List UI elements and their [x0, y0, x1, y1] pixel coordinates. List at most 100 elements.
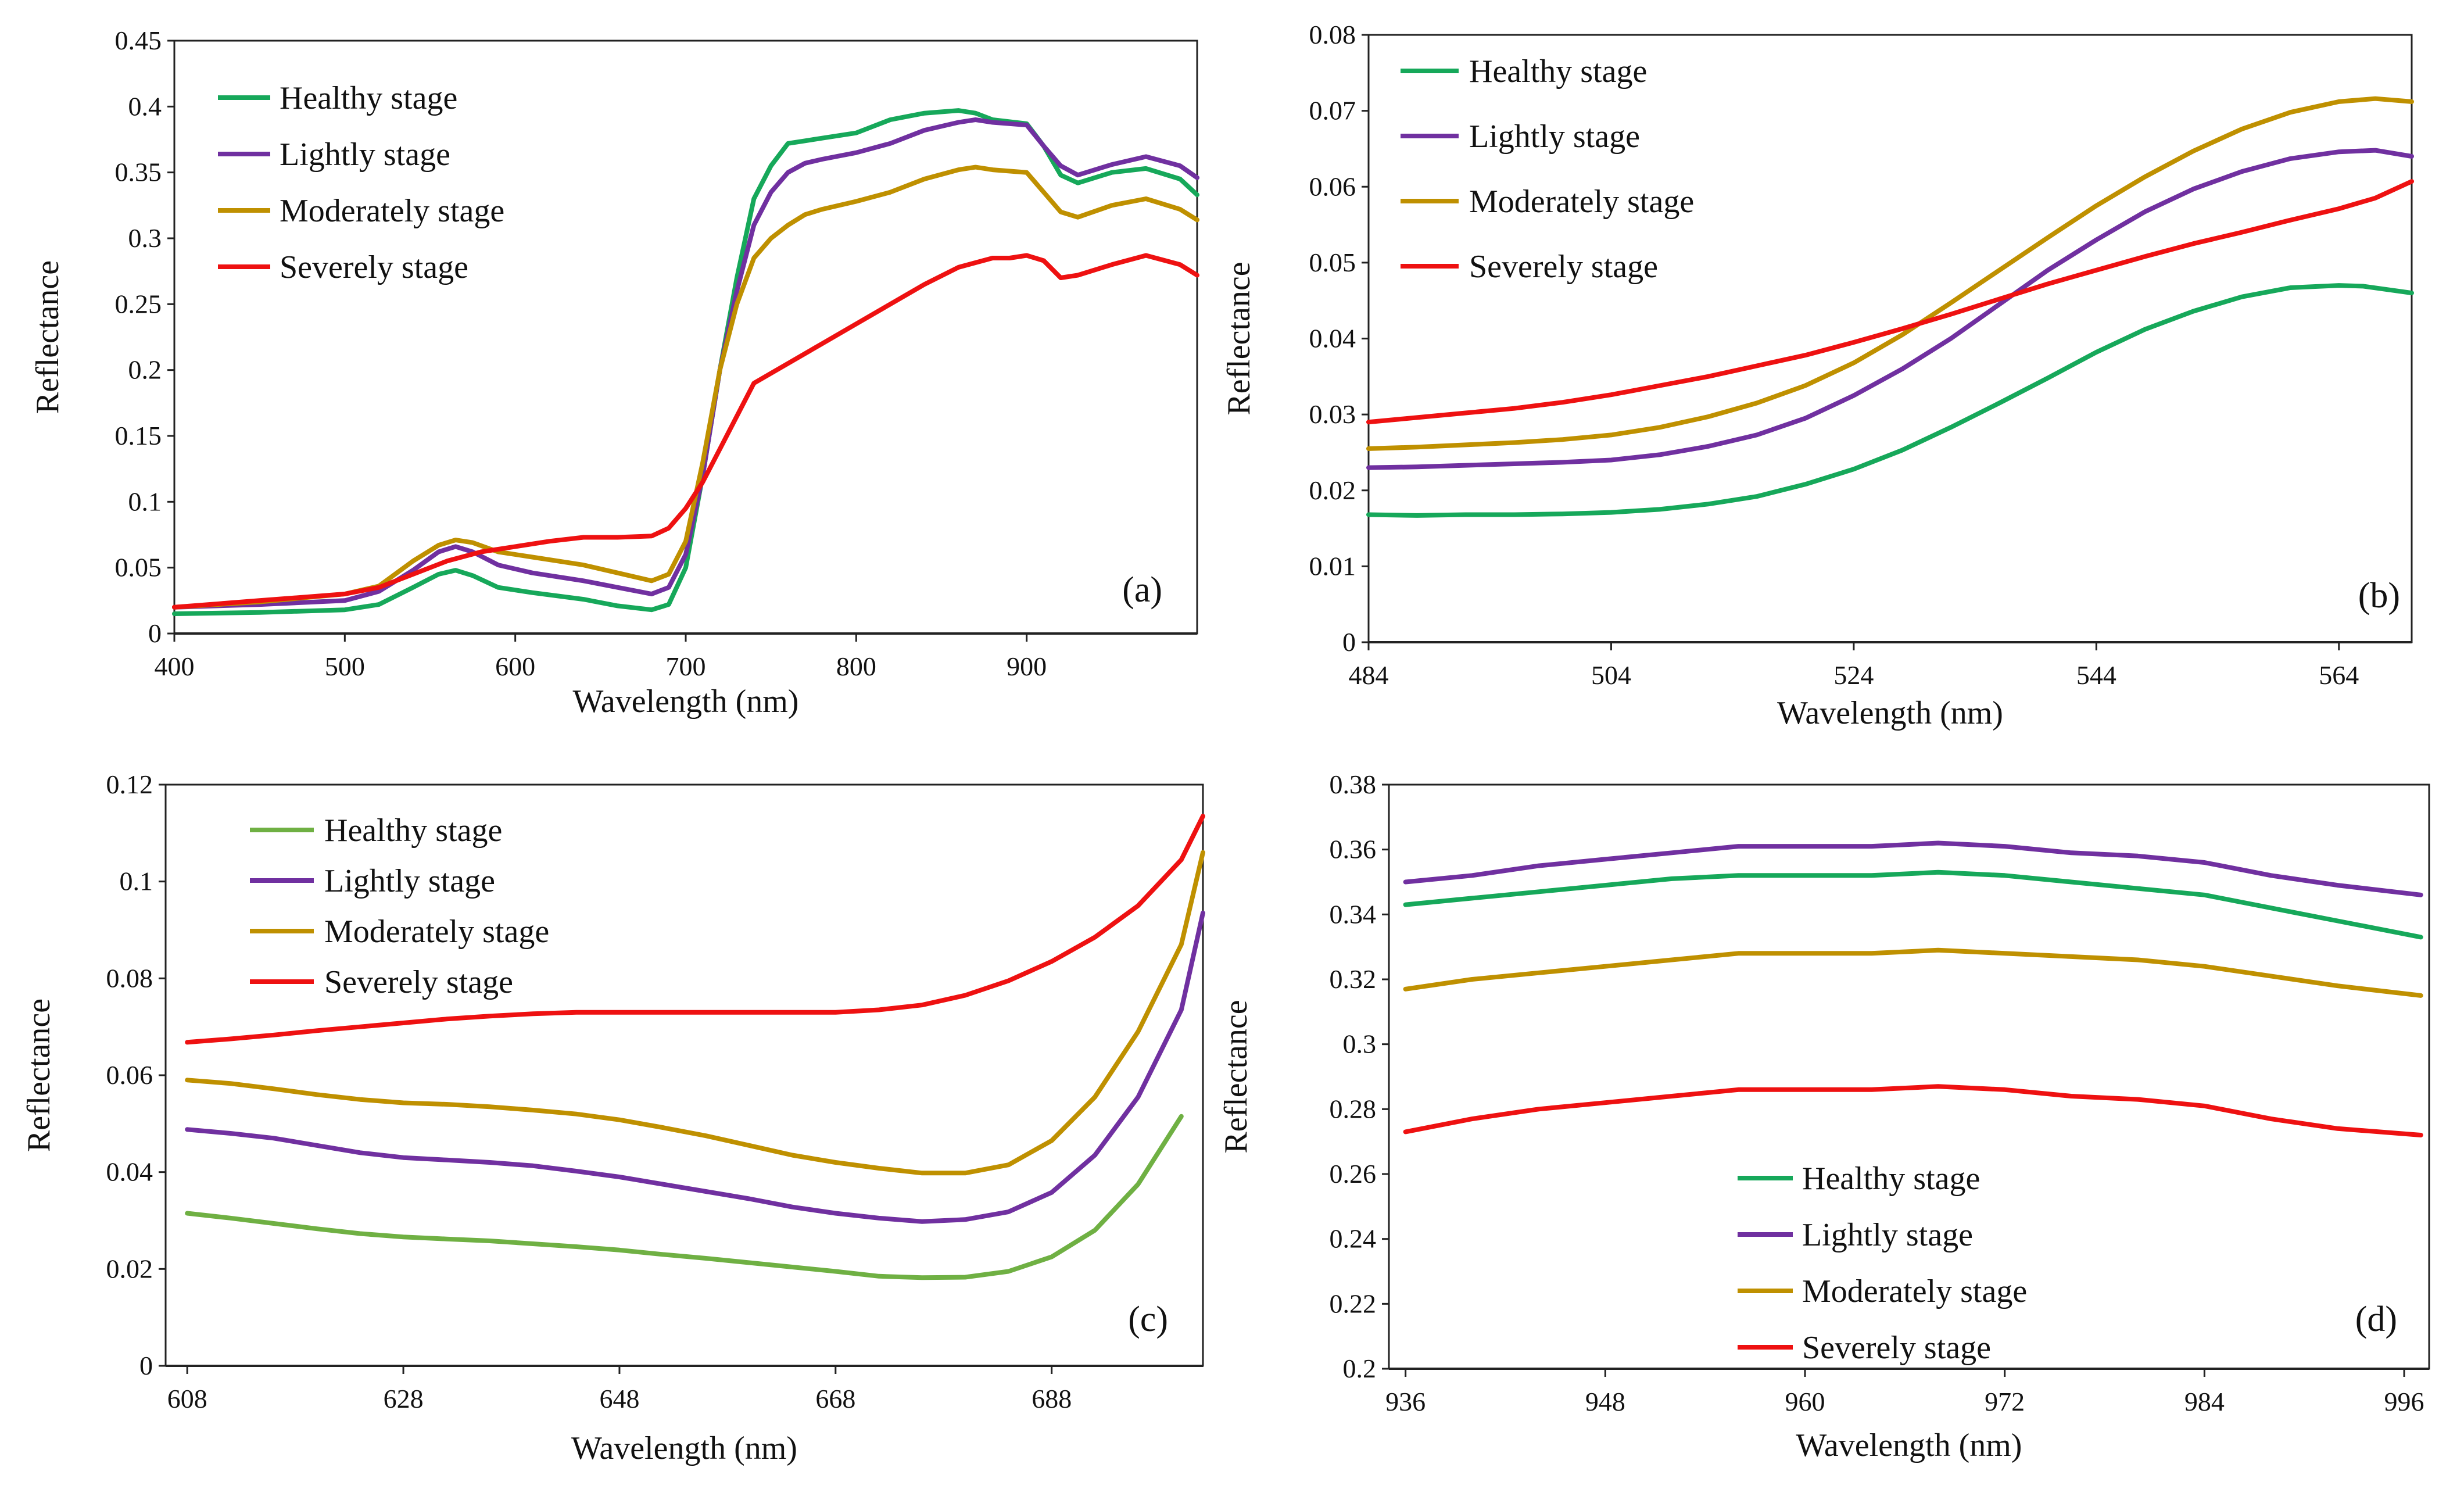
series-line-severely-stage: [172, 253, 1199, 610]
x-axis-title: Wavelength (nm): [1796, 1427, 2022, 1463]
y-tick-label: 0: [148, 618, 162, 648]
legend-label: Severely stage: [280, 249, 468, 285]
legend: Healthy stage Lightly stage Moderately sta…: [250, 813, 549, 1000]
y-tick-label: 0.22: [1330, 1289, 1377, 1318]
y-tick-label: 0.04: [1309, 324, 1356, 353]
x-tick-label: 628: [384, 1384, 424, 1413]
panel-a: 0 0.05 0.1 0.15 0.2 0.25 0.3 0.35 0.4 0.45 400 500 6…: [30, 26, 1199, 720]
y-tick-label: 0.26: [1330, 1159, 1377, 1189]
x-axis-title: Wavelength (nm): [573, 683, 799, 720]
y-tick-label: 0.06: [1309, 171, 1356, 201]
y-tick-label: 0: [139, 1351, 153, 1380]
y-tick-label: 0.02: [1309, 475, 1356, 505]
y-tick-label: 0.15: [115, 421, 162, 450]
x-tick-label: 524: [1833, 660, 1874, 690]
legend: Healthy stage Lightly stage Moderately sta…: [1738, 1161, 2027, 1366]
y-axis-title: Reflectance: [1218, 1000, 1254, 1153]
y-tick-label: 0.3: [1343, 1029, 1377, 1059]
x-tick-label: 996: [2384, 1387, 2424, 1416]
y-tick-label: 0.3: [128, 223, 162, 253]
y-tick-label: 0.04: [106, 1157, 153, 1187]
panel-b: 0 0.01 0.02 0.03 0.04 0.05 0.06 0.07 0.08 484 504 5…: [1221, 20, 2414, 731]
series-line-lightly-stage: [172, 117, 1199, 610]
y-tick-label: 0.1: [128, 486, 162, 516]
series-line-severely-stage: [1403, 1084, 2423, 1137]
series-line-moderately-stage: [1403, 947, 2423, 998]
panel-label: (a): [1122, 570, 1162, 610]
y-tick-label: 0.12: [106, 770, 153, 799]
x-tick-label: 500: [325, 652, 365, 681]
y-tick-label: 0.24: [1330, 1224, 1377, 1254]
plot-frame: [164, 783, 1204, 1367]
x-tick-label: 800: [836, 652, 876, 681]
series-line-lightly-stage: [1366, 148, 2414, 470]
y-tick-label: 0.08: [1309, 20, 1356, 49]
y-tick-label: 0.08: [106, 963, 153, 993]
legend-label: Healthy stage: [1802, 1161, 1980, 1197]
legend-label: Moderately stage: [1469, 184, 1694, 220]
y-tick-label: 0.06: [106, 1060, 153, 1090]
legend-label: Healthy stage: [324, 813, 502, 849]
legend-label: Lightly stage: [1469, 119, 1640, 155]
series-line-severely-stage: [185, 814, 1205, 1045]
y-tick-label: 0.34: [1330, 899, 1377, 929]
series-line-moderately-stage: [172, 164, 1199, 610]
legend-label: Lightly stage: [280, 137, 450, 173]
x-tick-label: 600: [495, 652, 535, 681]
x-tick-label: 648: [599, 1384, 639, 1413]
y-axis-title: Reflectance: [1221, 262, 1257, 415]
legend-label: Lightly stage: [324, 863, 495, 899]
y-tick-label: 0.38: [1330, 770, 1377, 799]
series-line-severely-stage: [1366, 179, 2414, 425]
panel-label: (d): [2355, 1300, 2397, 1339]
legend: Healthy stage Lightly stage Moderately sta…: [218, 80, 504, 285]
legend: Healthy stage Lightly stage Moderately sta…: [1401, 53, 1694, 285]
x-tick-label: 504: [1591, 660, 1631, 690]
x-tick-label: 984: [2184, 1387, 2225, 1416]
x-tick-label: 900: [1007, 652, 1047, 681]
y-tick-label: 0.4: [128, 91, 162, 121]
y-tick-label: 0.2: [128, 355, 162, 385]
y-tick-label: 0.28: [1330, 1094, 1377, 1123]
x-tick-label: 668: [815, 1384, 855, 1413]
series-line-moderately-stage: [1366, 96, 2414, 451]
legend-label: Moderately stage: [324, 914, 549, 950]
legend-label: Severely stage: [1469, 249, 1658, 285]
legend-label: Moderately stage: [280, 193, 504, 229]
legend-label: Lightly stage: [1802, 1217, 1973, 1253]
y-tick-label: 0.35: [115, 158, 162, 187]
x-tick-label: 544: [2076, 660, 2116, 690]
x-tick-label: 936: [1385, 1387, 1426, 1416]
x-tick-label: 608: [167, 1384, 207, 1413]
series-line-lightly-stage: [185, 910, 1205, 1224]
x-tick-label: 948: [1585, 1387, 1625, 1416]
y-tick-label: 0.05: [115, 553, 162, 582]
panel-label: (c): [1128, 1300, 1168, 1339]
legend-label: Moderately stage: [1802, 1273, 2027, 1309]
y-tick-label: 0.1: [120, 867, 153, 896]
x-tick-label: 972: [1985, 1387, 2025, 1416]
x-tick-label: 564: [2319, 660, 2359, 690]
y-axis-title: Reflectance: [21, 999, 57, 1152]
y-tick-label: 0.36: [1330, 835, 1377, 864]
series-line-healthy-stage: [185, 1114, 1184, 1280]
series-line-moderately-stage: [185, 850, 1205, 1176]
panel-c: 0 0.02 0.04 0.06 0.08 0.1 0.12 608 628 648 668 688 W…: [21, 770, 1205, 1466]
y-tick-label: 0.01: [1309, 551, 1356, 581]
y-tick-label: 0.02: [106, 1254, 153, 1283]
y-tick-label: 0.2: [1343, 1354, 1377, 1383]
y-tick-label: 0: [1342, 627, 1356, 657]
series-line-healthy-stage: [1403, 869, 2423, 940]
y-tick-label: 0.32: [1330, 964, 1377, 994]
series-line-healthy-stage: [1366, 283, 2414, 518]
y-tick-label: 0.25: [115, 289, 162, 319]
panel-label: (b): [2358, 576, 2400, 615]
x-tick-label: 688: [1032, 1384, 1072, 1413]
panel-d: 0.2 0.22 0.24 0.26 0.28 0.3 0.32 0.34 0.36 0.38 93…: [1218, 770, 2430, 1463]
y-tick-label: 0.07: [1309, 96, 1356, 126]
x-tick-label: 484: [1349, 660, 1389, 690]
x-tick-label: 700: [666, 652, 706, 681]
y-tick-label: 0.05: [1309, 248, 1356, 277]
x-tick-label: 960: [1785, 1387, 1825, 1416]
